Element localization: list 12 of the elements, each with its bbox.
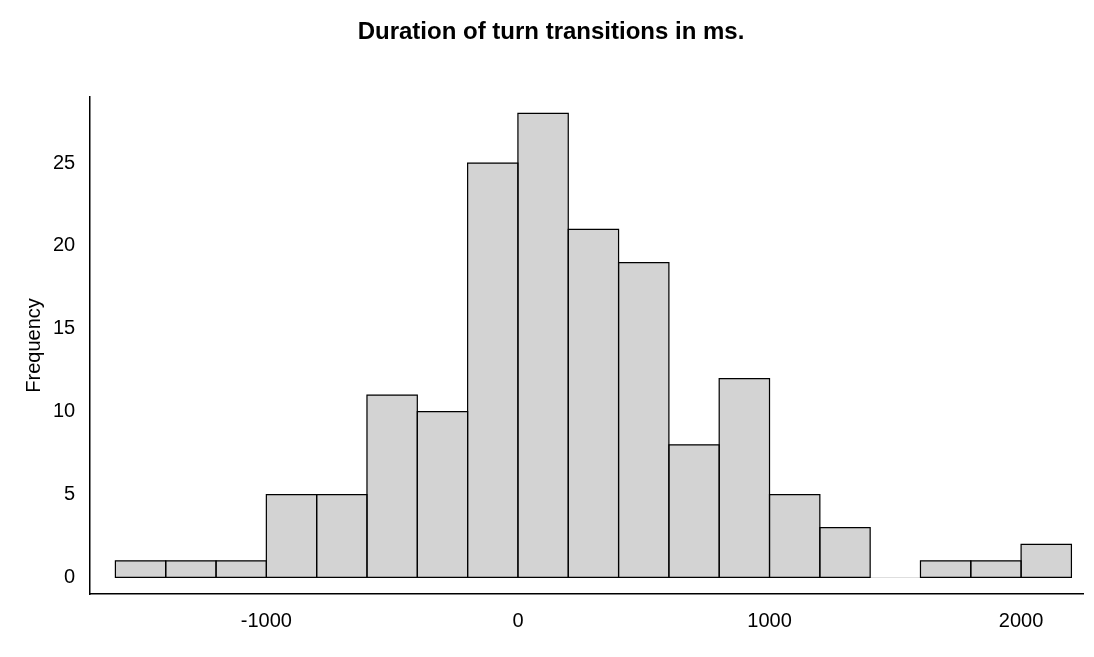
y-axis-title: Frequency [21,298,44,393]
y-tick-label: 10 [53,399,76,422]
y-tick-label: 15 [53,316,76,339]
chart-title: Duration of turn transitions in ms. [357,17,745,45]
x-tick-label: -1000 [240,608,292,631]
y-tick-label: 20 [53,233,76,256]
x-tick-label: 0 [512,608,524,631]
y-tick-label: 25 [53,150,76,173]
x-tick-label: 2000 [998,608,1044,631]
y-tick-label: 0 [64,564,76,587]
x-tick-label: 1000 [747,608,792,631]
y-tick-label: 5 [64,482,76,505]
